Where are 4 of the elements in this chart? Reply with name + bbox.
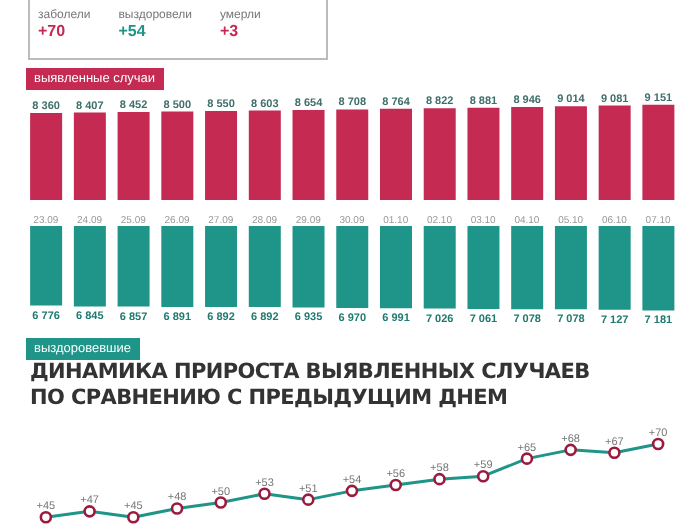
text: +70 (38, 22, 68, 40)
text: +3 (219, 22, 241, 40)
text: +54 (118, 22, 148, 40)
chart-title: ДИНАМИКА ПРИРОСТА ВЫЯВЛЕННЫХ СЛУЧАЕВ ПО СРАВНЕНИЮ С ПРЕДЫДУЩИМ ДНЕМ (30, 360, 592, 412)
